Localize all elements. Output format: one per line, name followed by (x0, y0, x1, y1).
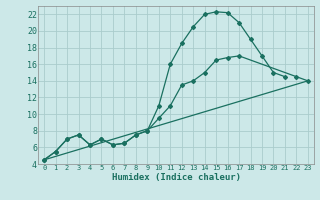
X-axis label: Humidex (Indice chaleur): Humidex (Indice chaleur) (111, 173, 241, 182)
